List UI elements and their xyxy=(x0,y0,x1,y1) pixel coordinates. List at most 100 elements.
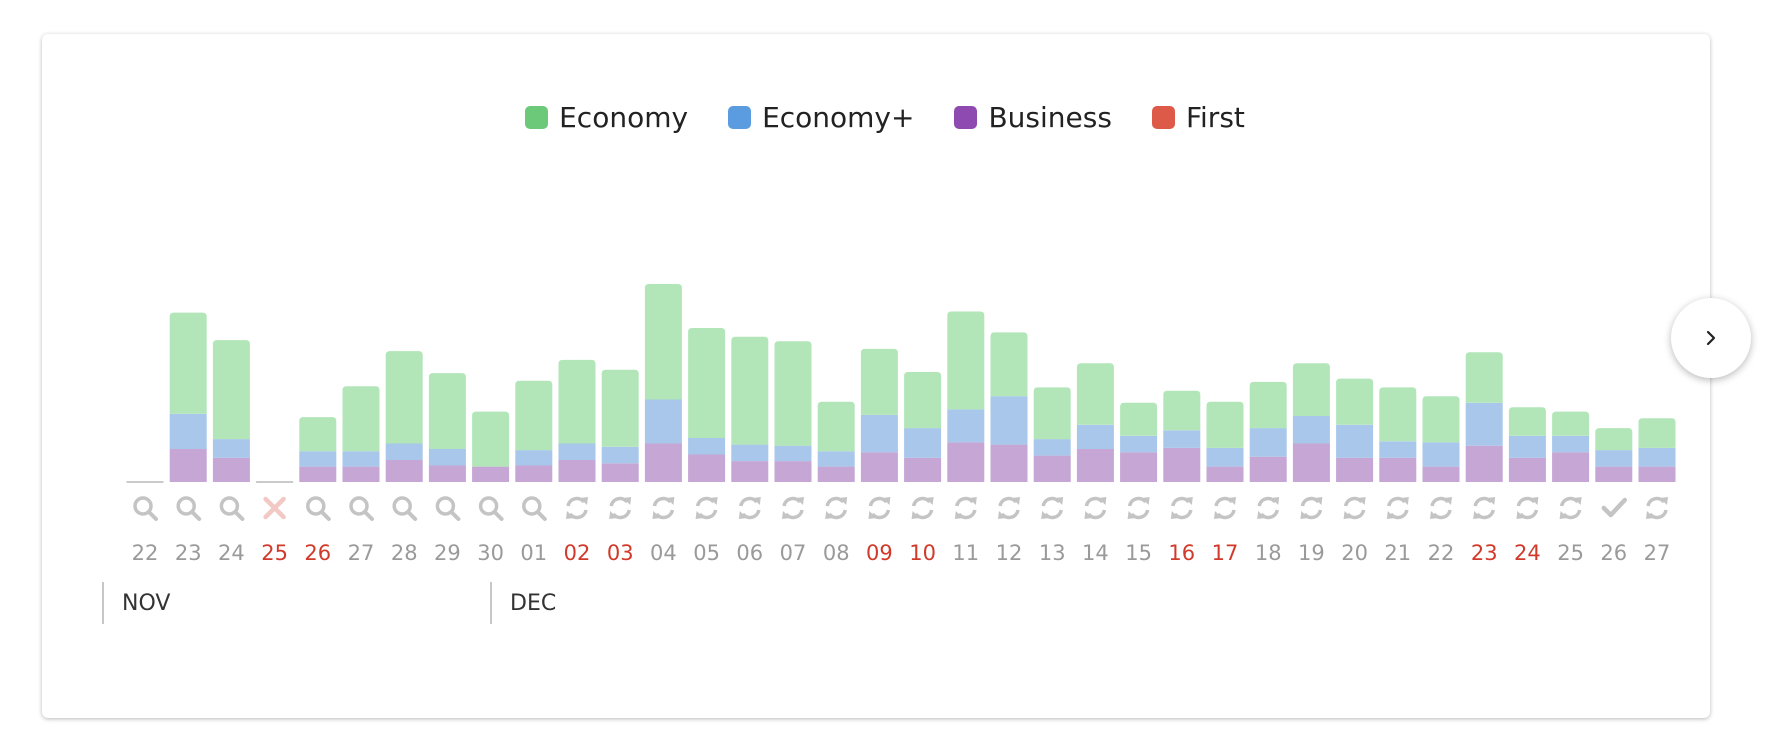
bar-segment-economy-plus[interactable] xyxy=(1595,450,1633,467)
bar-segment-business[interactable] xyxy=(990,444,1028,482)
bar-segment-economy-plus[interactable] xyxy=(1033,439,1071,456)
bar-segment-economy-plus[interactable] xyxy=(1508,435,1546,458)
bar-segment-business[interactable] xyxy=(1292,443,1330,483)
bar-segment-economy[interactable] xyxy=(860,348,898,415)
bar-segment-economy[interactable] xyxy=(1336,378,1374,425)
bar-segment-economy[interactable] xyxy=(947,311,985,410)
bar-segment-economy-plus[interactable] xyxy=(1465,402,1503,446)
bar-segment-economy[interactable] xyxy=(1076,363,1114,425)
bar-segment-economy-plus[interactable] xyxy=(731,444,769,462)
bar-segment-economy-plus[interactable] xyxy=(904,428,942,458)
bar-segment-economy-plus[interactable] xyxy=(774,445,812,462)
bar-segment-economy-plus[interactable] xyxy=(1638,447,1676,467)
bar-segment-business[interactable] xyxy=(299,466,337,482)
bar-segment-economy-plus[interactable] xyxy=(1336,424,1374,458)
next-button[interactable] xyxy=(1671,298,1751,378)
legend-item-first[interactable]: First xyxy=(1151,101,1245,134)
bar-segment-business[interactable] xyxy=(1595,466,1633,482)
bar-segment-economy-plus[interactable] xyxy=(1120,435,1158,453)
bar-segment-business[interactable] xyxy=(1508,457,1546,482)
bar-segment-business[interactable] xyxy=(515,465,553,483)
bar-segment-economy[interactable] xyxy=(472,411,510,467)
bar-segment-economy[interactable] xyxy=(1552,411,1590,436)
bar-segment-business[interactable] xyxy=(1552,452,1590,482)
bar-segment-business[interactable] xyxy=(1163,447,1201,482)
bar-segment-business[interactable] xyxy=(774,461,812,482)
bar-segment-economy[interactable] xyxy=(1249,381,1287,429)
bar-segment-economy-plus[interactable] xyxy=(515,450,553,466)
bar-segment-economy[interactable] xyxy=(1033,387,1071,440)
bar-segment-economy-plus[interactable] xyxy=(644,399,682,444)
bar-segment-economy-plus[interactable] xyxy=(860,414,898,453)
bar-segment-business[interactable] xyxy=(947,442,985,482)
bar-segment-business[interactable] xyxy=(1120,452,1158,482)
bar-segment-economy[interactable] xyxy=(731,336,769,445)
bar-segment-economy-plus[interactable] xyxy=(1292,416,1330,444)
bar-segment-economy[interactable] xyxy=(817,401,855,452)
bar-segment-business[interactable] xyxy=(904,457,942,482)
bar-segment-economy[interactable] xyxy=(169,312,207,414)
bar-segment-business[interactable] xyxy=(731,461,769,482)
bar-segment-economy[interactable] xyxy=(1508,407,1546,436)
bar-segment-economy[interactable] xyxy=(601,369,639,447)
bar-segment-economy[interactable] xyxy=(1379,387,1417,442)
bar-segment-economy[interactable] xyxy=(1206,401,1244,448)
bar-segment-business[interactable] xyxy=(558,460,596,482)
bar-segment-business[interactable] xyxy=(1336,457,1374,482)
bar-segment-economy[interactable] xyxy=(342,386,380,452)
bar-segment-business[interactable] xyxy=(601,463,639,482)
bar-segment-business[interactable] xyxy=(1206,466,1244,482)
legend-item-business[interactable]: Business xyxy=(954,101,1112,134)
bar-segment-business[interactable] xyxy=(688,454,726,483)
bar-segment-economy[interactable] xyxy=(904,372,942,429)
bar-segment-economy-plus[interactable] xyxy=(385,443,423,461)
bar-segment-economy[interactable] xyxy=(1422,396,1460,443)
bar-segment-economy-plus[interactable] xyxy=(990,396,1028,445)
bar-segment-economy-plus[interactable] xyxy=(558,443,596,461)
bar-segment-economy-plus[interactable] xyxy=(1552,435,1590,453)
bar-segment-business[interactable] xyxy=(385,460,423,482)
bar-segment-business[interactable] xyxy=(1076,449,1114,482)
bar-segment-economy-plus[interactable] xyxy=(1076,424,1114,449)
bar-segment-economy[interactable] xyxy=(688,328,726,438)
bar-segment-business[interactable] xyxy=(472,466,510,482)
bar-segment-business[interactable] xyxy=(428,465,466,483)
bar-segment-business[interactable] xyxy=(860,452,898,482)
bar-segment-economy[interactable] xyxy=(1465,352,1503,403)
bar-segment-economy[interactable] xyxy=(774,341,812,446)
bar-segment-business[interactable] xyxy=(342,466,380,482)
bar-segment-business[interactable] xyxy=(1422,466,1460,482)
bar-segment-economy-plus[interactable] xyxy=(428,449,466,466)
bar-segment-business[interactable] xyxy=(644,443,682,483)
bar-segment-economy-plus[interactable] xyxy=(817,451,855,467)
bar-segment-economy-plus[interactable] xyxy=(601,446,639,464)
bar-segment-business[interactable] xyxy=(1638,466,1676,482)
bar-segment-economy[interactable] xyxy=(1638,418,1676,448)
bar-segment-economy[interactable] xyxy=(558,359,596,444)
bar-segment-business[interactable] xyxy=(1033,455,1071,482)
bar-segment-economy-plus[interactable] xyxy=(947,409,985,443)
bar-segment-economy-plus[interactable] xyxy=(1249,428,1287,457)
bar-segment-economy[interactable] xyxy=(385,351,423,444)
bar-segment-economy-plus[interactable] xyxy=(1379,441,1417,458)
legend-item-economy[interactable]: Economy xyxy=(525,101,688,134)
bar-segment-economy[interactable] xyxy=(428,373,466,449)
bar-segment-economy-plus[interactable] xyxy=(342,451,380,467)
bar-segment-business[interactable] xyxy=(1249,456,1287,482)
bar-segment-economy-plus[interactable] xyxy=(169,413,207,449)
bar-segment-economy[interactable] xyxy=(1120,402,1158,436)
bar-segment-economy-plus[interactable] xyxy=(1163,430,1201,448)
bar-segment-economy-plus[interactable] xyxy=(1422,442,1460,467)
bar-segment-business[interactable] xyxy=(169,449,207,482)
bar-segment-economy[interactable] xyxy=(515,380,553,451)
bar-segment-economy-plus[interactable] xyxy=(299,451,337,467)
bar-segment-economy[interactable] xyxy=(212,340,250,440)
bar-segment-business[interactable] xyxy=(1465,445,1503,482)
bar-segment-economy[interactable] xyxy=(990,332,1028,397)
bar-segment-economy[interactable] xyxy=(1595,428,1633,451)
bar-segment-economy[interactable] xyxy=(1163,390,1201,431)
bar-segment-economy[interactable] xyxy=(644,284,682,400)
bar-segment-business[interactable] xyxy=(1379,457,1417,482)
bar-segment-economy[interactable] xyxy=(299,417,337,452)
bar-segment-economy[interactable] xyxy=(1292,363,1330,416)
